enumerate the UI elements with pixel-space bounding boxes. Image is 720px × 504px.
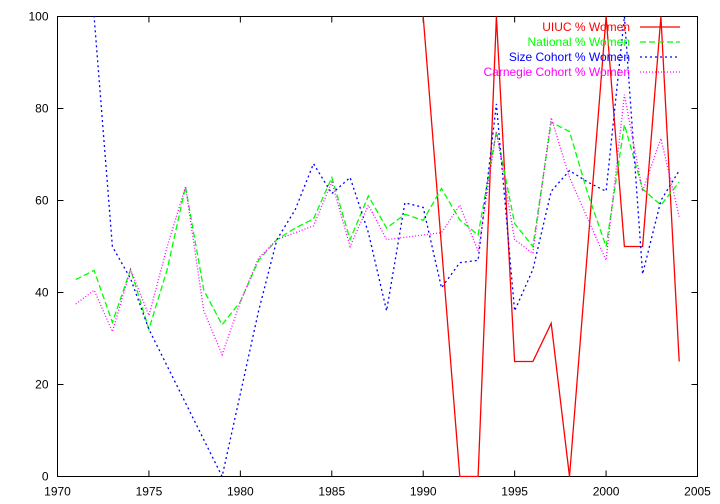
y-ticks: 0 20 40 60 80 100 [28,10,698,484]
x-tick-label: 1995 [501,485,528,499]
legend-label-carnegie-cohort-women: Carnegie Cohort % Women [483,65,630,79]
x-tick-label: 1990 [410,485,437,499]
series-group [75,16,680,477]
x-tick-label: 2000 [593,485,620,499]
x-tick-label: 1985 [318,485,345,499]
x-tick-label: 1980 [227,485,254,499]
x-ticks: 1970 1975 1980 1985 1990 1995 2000 2005 [44,16,711,499]
y-tick-label: 80 [35,102,49,116]
legend-label-size-cohort-women: Size Cohort % Women [509,50,630,64]
x-tick-label: 1970 [44,485,71,499]
y-tick-label: 40 [35,286,49,300]
legend-label-national-women: National % Women [528,35,631,49]
y-tick-label: 0 [42,470,49,484]
x-tick-label: 2005 [684,485,711,499]
y-tick-label: 20 [35,378,49,392]
series-line-national-women [75,121,680,332]
y-tick-label: 60 [35,194,49,208]
legend-label-uiuc-women: UIUC % Women [542,20,630,34]
y-tick-label: 100 [28,10,48,24]
plot-frame [57,16,698,477]
series-line-uiuc-women [422,16,680,477]
series-line-carnegie-cohort-women [75,94,680,357]
x-tick-label: 1975 [136,485,163,499]
